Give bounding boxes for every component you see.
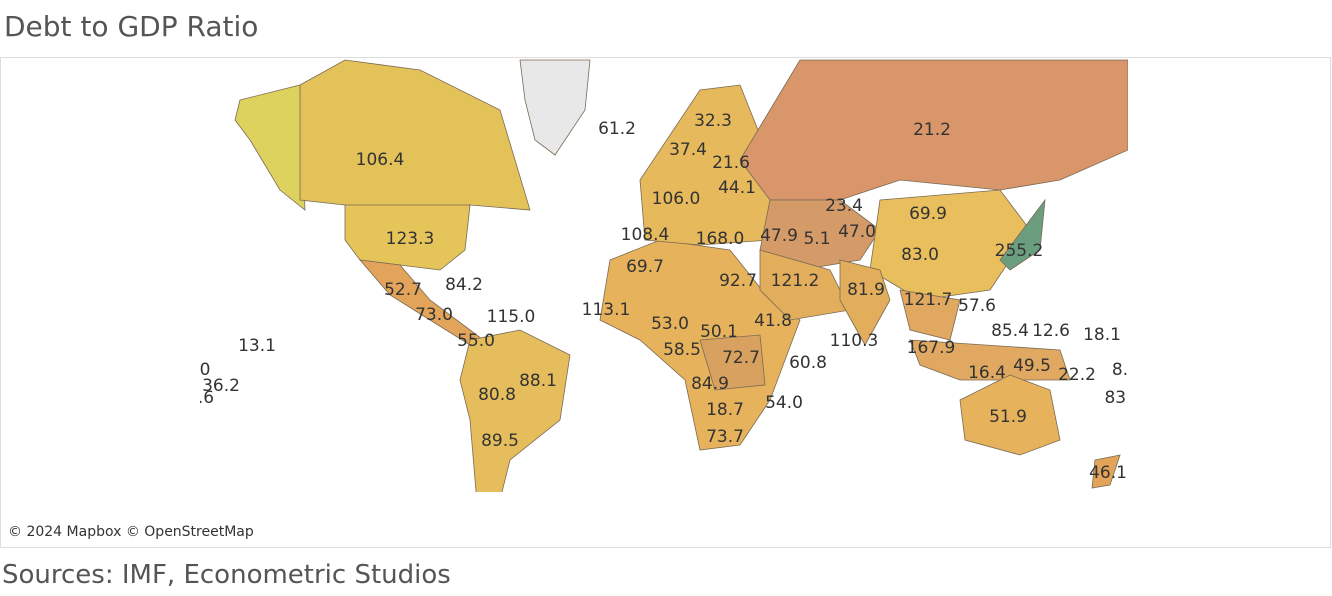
country-value: 60.8 [789, 353, 827, 373]
country-value: 53.0 [651, 314, 689, 334]
country-value: 69.9 [909, 204, 947, 224]
country-value: 88.1 [519, 371, 557, 391]
country-value: 106.0 [652, 189, 701, 209]
country-value: 168.0 [696, 229, 745, 249]
country-value: 72.7 [722, 348, 760, 368]
country-value: 69.7 [626, 257, 664, 277]
country-value: 89.5 [481, 431, 519, 451]
country-value: 13.1 [238, 336, 276, 356]
country-value: 47.0 [838, 222, 876, 242]
greenland [519, 59, 591, 156]
country-value: 123.3 [386, 229, 435, 249]
country-value: 12.6 [1032, 321, 1070, 341]
attribution: © 2024 Mapbox © OpenStreetMap [8, 524, 254, 540]
country-value: .6 [198, 388, 214, 408]
africa [599, 239, 801, 451]
country-value: 49.5 [1013, 356, 1051, 376]
country-value: 16.4 [968, 363, 1006, 383]
country-value: 121.2 [771, 271, 820, 291]
country-value: 54.0 [765, 393, 803, 413]
country-value: 0 [200, 360, 211, 380]
country-value: 46.1 [1089, 463, 1127, 483]
country-value: 44.1 [718, 178, 756, 198]
japan [999, 198, 1046, 271]
country-value: 106.4 [356, 150, 405, 170]
country-value: 81.9 [847, 280, 885, 300]
country-value: 110.3 [830, 331, 879, 351]
labels: 61.2 32.3 21.2 106.4 37.421.6 44.1 106.0 23.4 69… [198, 111, 1131, 483]
country-value: 58.5 [663, 340, 701, 360]
country-value: 121.7 [904, 290, 953, 310]
country-value: 41.8 [754, 311, 792, 331]
country-value: 108.4 [621, 225, 670, 245]
country-value: 21.2 [913, 120, 951, 140]
country-value: 5.1 [803, 229, 830, 249]
country-value: 92.7 [719, 271, 757, 291]
country-value: 21.6 [712, 153, 750, 173]
country-value: 84.2 [445, 275, 483, 295]
southeast-asia [899, 289, 961, 341]
country-value: 55.0 [457, 331, 495, 351]
country-value: 255.2 [995, 241, 1044, 261]
india [839, 259, 891, 346]
country-value: 51.9 [989, 407, 1027, 427]
country-value: 80.8 [478, 385, 516, 405]
country-value: 52.7 [384, 280, 422, 300]
country-value: 167.9 [907, 338, 956, 358]
title: Debt to GDP Ratio [4, 10, 259, 43]
canada [299, 59, 531, 211]
country-value: 37.4 [669, 140, 707, 160]
country-value: 36.2 [202, 376, 240, 396]
country-value: 22.2 [1058, 365, 1096, 385]
country-value: 73.7 [706, 427, 744, 447]
country-value: 83.0 [901, 245, 939, 265]
australia [959, 374, 1061, 456]
country-value: 50.1 [700, 322, 738, 342]
country-value: 23.4 [825, 196, 863, 216]
country-value: 84.9 [691, 374, 729, 394]
country-value: 18.1 [1083, 325, 1121, 345]
middle-east [759, 249, 851, 321]
central-africa [699, 334, 766, 391]
country-value: 85.4 [991, 321, 1029, 341]
country-value: 57.6 [958, 296, 996, 316]
country-value: 8. [1112, 360, 1128, 380]
source: Sources: IMF, Econometric Studios [2, 560, 451, 590]
usa [344, 204, 471, 271]
country-value: 18.7 [706, 400, 744, 420]
country-value: 32.3 [694, 111, 732, 131]
country-value: 115.0 [487, 307, 536, 327]
country-value: 47.9 [760, 226, 798, 246]
country-value: 61.2 [598, 119, 636, 139]
south-america [459, 329, 571, 492]
country-value: 73.0 [415, 305, 453, 325]
new-zealand [1091, 454, 1121, 489]
country-value: 113.1 [582, 300, 631, 320]
map: 61.2 32.3 21.2 106.4 37.421.6 44.1 106.0 23.4 69… [0, 57, 1331, 548]
country-value: 83. [1104, 388, 1131, 408]
